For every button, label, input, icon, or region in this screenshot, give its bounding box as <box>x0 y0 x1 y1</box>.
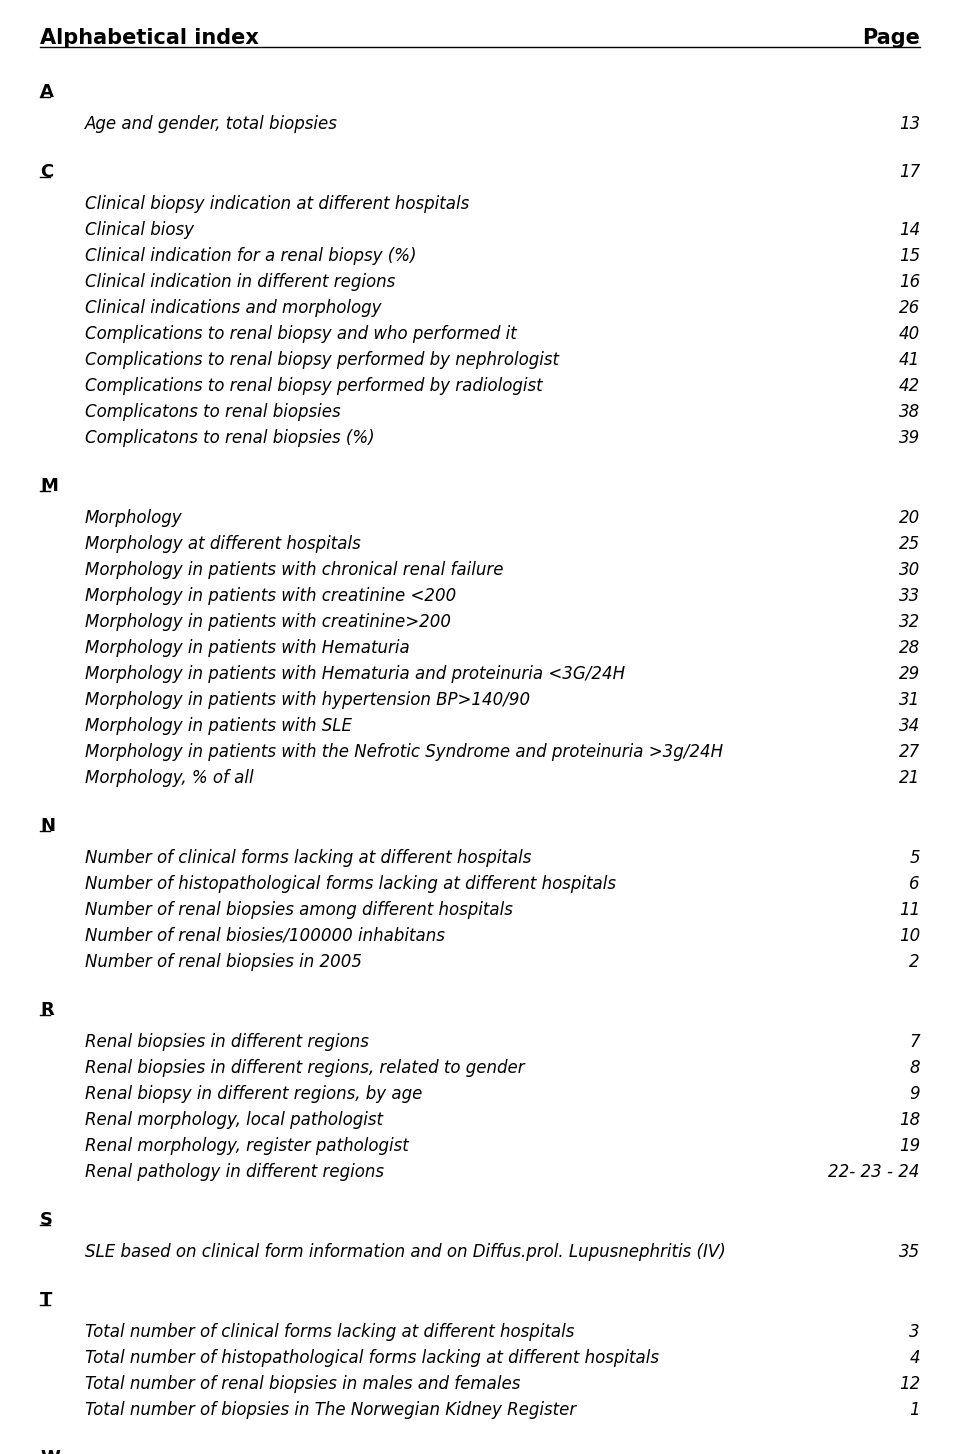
Text: Morphology in patients with Hematuria and proteinuria <3G/24H: Morphology in patients with Hematuria an… <box>85 664 625 683</box>
Text: Alphabetical index: Alphabetical index <box>40 28 259 48</box>
Text: 20: 20 <box>899 509 920 526</box>
Text: Number of histopathological forms lacking at different hospitals: Number of histopathological forms lackin… <box>85 875 616 893</box>
Text: 38: 38 <box>899 403 920 422</box>
Text: 3: 3 <box>909 1323 920 1341</box>
Text: Complications to renal biopsy and who performed it: Complications to renal biopsy and who pe… <box>85 326 516 343</box>
Text: Page: Page <box>862 28 920 48</box>
Text: Renal pathology in different regions: Renal pathology in different regions <box>85 1163 384 1181</box>
Text: Clinical biopsy indication at different hospitals: Clinical biopsy indication at different … <box>85 195 469 212</box>
Text: Complications to renal biopsy performed by nephrologist: Complications to renal biopsy performed … <box>85 350 559 369</box>
Text: 39: 39 <box>899 429 920 446</box>
Text: 30: 30 <box>899 561 920 579</box>
Text: 35: 35 <box>899 1243 920 1261</box>
Text: 5: 5 <box>909 849 920 867</box>
Text: Clinical indications and morphology: Clinical indications and morphology <box>85 300 381 317</box>
Text: Morphology, % of all: Morphology, % of all <box>85 769 253 787</box>
Text: Clinical biosy: Clinical biosy <box>85 221 194 238</box>
Text: SLE based on clinical form information and on Diffus.prol. Lupusnephritis (IV): SLE based on clinical form information a… <box>85 1243 726 1261</box>
Text: W: W <box>40 1450 60 1454</box>
Text: 41: 41 <box>899 350 920 369</box>
Text: 31: 31 <box>899 691 920 710</box>
Text: 8: 8 <box>909 1059 920 1077</box>
Text: Number of clinical forms lacking at different hospitals: Number of clinical forms lacking at diff… <box>85 849 532 867</box>
Text: C: C <box>40 163 53 180</box>
Text: 33: 33 <box>899 587 920 605</box>
Text: Number of renal biopsies among different hospitals: Number of renal biopsies among different… <box>85 901 513 919</box>
Text: Number of renal biosies/100000 inhabitans: Number of renal biosies/100000 inhabitan… <box>85 928 444 945</box>
Text: 11: 11 <box>899 901 920 919</box>
Text: 26: 26 <box>899 300 920 317</box>
Text: 1: 1 <box>909 1402 920 1419</box>
Text: 2: 2 <box>909 952 920 971</box>
Text: 4: 4 <box>909 1349 920 1367</box>
Text: Total number of histopathological forms lacking at different hospitals: Total number of histopathological forms … <box>85 1349 659 1367</box>
Text: Total number of renal biopsies in males and females: Total number of renal biopsies in males … <box>85 1375 520 1393</box>
Text: 27: 27 <box>899 743 920 760</box>
Text: 34: 34 <box>899 717 920 736</box>
Text: Renal biopsies in different regions, related to gender: Renal biopsies in different regions, rel… <box>85 1059 524 1077</box>
Text: 18: 18 <box>899 1111 920 1128</box>
Text: 12: 12 <box>899 1375 920 1393</box>
Text: S: S <box>40 1211 53 1229</box>
Text: Renal morphology, register pathologist: Renal morphology, register pathologist <box>85 1137 409 1154</box>
Text: 15: 15 <box>899 247 920 265</box>
Text: 21: 21 <box>899 769 920 787</box>
Text: Morphology in patients with chronical renal failure: Morphology in patients with chronical re… <box>85 561 503 579</box>
Text: A: A <box>40 83 54 100</box>
Text: Total number of clinical forms lacking at different hospitals: Total number of clinical forms lacking a… <box>85 1323 574 1341</box>
Text: Complicatons to renal biopsies: Complicatons to renal biopsies <box>85 403 341 422</box>
Text: Morphology in patients with hypertension BP>140/90: Morphology in patients with hypertension… <box>85 691 530 710</box>
Text: 17: 17 <box>899 163 920 180</box>
Text: Renal morphology, local pathologist: Renal morphology, local pathologist <box>85 1111 383 1128</box>
Text: Complications to renal biopsy performed by radiologist: Complications to renal biopsy performed … <box>85 377 542 395</box>
Text: Number of renal biopsies in 2005: Number of renal biopsies in 2005 <box>85 952 362 971</box>
Text: Clinical indication in different regions: Clinical indication in different regions <box>85 273 396 291</box>
Text: 40: 40 <box>899 326 920 343</box>
Text: 29: 29 <box>899 664 920 683</box>
Text: Morphology in patients with Hematuria: Morphology in patients with Hematuria <box>85 638 410 657</box>
Text: 22- 23 - 24: 22- 23 - 24 <box>828 1163 920 1181</box>
Text: 25: 25 <box>899 535 920 553</box>
Text: 16: 16 <box>899 273 920 291</box>
Text: 6: 6 <box>909 875 920 893</box>
Text: Morphology in patients with creatinine>200: Morphology in patients with creatinine>2… <box>85 614 451 631</box>
Text: 28: 28 <box>899 638 920 657</box>
Text: T: T <box>40 1291 53 1309</box>
Text: M: M <box>40 477 58 494</box>
Text: Morphology in patients with creatinine <200: Morphology in patients with creatinine <… <box>85 587 456 605</box>
Text: 9: 9 <box>909 1085 920 1104</box>
Text: Renal biopsy in different regions, by age: Renal biopsy in different regions, by ag… <box>85 1085 422 1104</box>
Text: Clinical indication for a renal biopsy (%): Clinical indication for a renal biopsy (… <box>85 247 417 265</box>
Text: 32: 32 <box>899 614 920 631</box>
Text: Morphology in patients with SLE: Morphology in patients with SLE <box>85 717 352 736</box>
Text: 42: 42 <box>899 377 920 395</box>
Text: 7: 7 <box>909 1032 920 1051</box>
Text: 10: 10 <box>899 928 920 945</box>
Text: 13: 13 <box>899 115 920 132</box>
Text: 14: 14 <box>899 221 920 238</box>
Text: Complicatons to renal biopsies (%): Complicatons to renal biopsies (%) <box>85 429 374 446</box>
Text: Renal biopsies in different regions: Renal biopsies in different regions <box>85 1032 369 1051</box>
Text: Morphology at different hospitals: Morphology at different hospitals <box>85 535 361 553</box>
Text: Age and gender, total biopsies: Age and gender, total biopsies <box>85 115 338 132</box>
Text: Morphology in patients with the Nefrotic Syndrome and proteinuria >3g/24H: Morphology in patients with the Nefrotic… <box>85 743 723 760</box>
Text: N: N <box>40 817 55 835</box>
Text: Total number of biopsies in The Norwegian Kidney Register: Total number of biopsies in The Norwegia… <box>85 1402 576 1419</box>
Text: R: R <box>40 1000 54 1019</box>
Text: 19: 19 <box>899 1137 920 1154</box>
Text: Morphology: Morphology <box>85 509 182 526</box>
